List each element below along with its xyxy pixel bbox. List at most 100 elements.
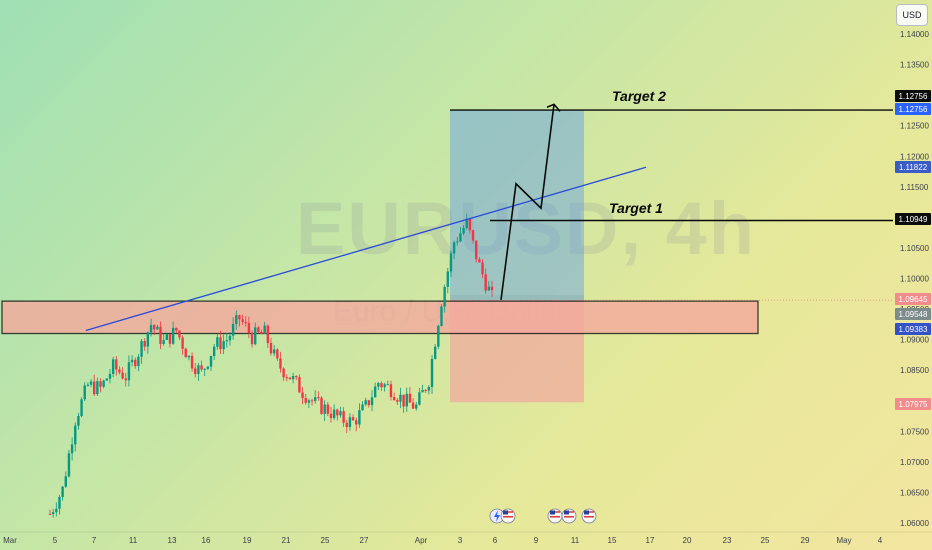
candle-body[interactable]	[197, 365, 200, 375]
candle-body[interactable]	[459, 233, 462, 242]
candle-body[interactable]	[462, 228, 465, 234]
candle-body[interactable]	[405, 393, 408, 407]
candle-body[interactable]	[481, 262, 484, 275]
candle-body[interactable]	[437, 325, 440, 347]
candle-body[interactable]	[332, 409, 336, 419]
candle-body[interactable]	[89, 381, 93, 385]
candle-body[interactable]	[339, 411, 342, 416]
candle-body[interactable]	[61, 486, 64, 498]
candle-body[interactable]	[219, 337, 222, 350]
candle-body[interactable]	[235, 315, 238, 325]
candle-body[interactable]	[272, 349, 276, 354]
candle-body[interactable]	[449, 253, 453, 272]
currency-button[interactable]: USD	[896, 4, 928, 26]
candle-body[interactable]	[64, 476, 67, 487]
candle-body[interactable]	[440, 306, 443, 326]
candle-body[interactable]	[96, 381, 99, 395]
candle-body[interactable]	[399, 394, 402, 402]
candle-body[interactable]	[105, 378, 109, 381]
candle-body[interactable]	[130, 359, 134, 363]
candle-body[interactable]	[137, 356, 140, 367]
candle-body[interactable]	[351, 417, 355, 421]
candle-body[interactable]	[298, 377, 301, 393]
candle-body[interactable]	[51, 512, 55, 514]
candle-body[interactable]	[291, 375, 295, 380]
candle-body[interactable]	[212, 346, 216, 356]
candle-body[interactable]	[225, 340, 228, 342]
candle-body[interactable]	[373, 386, 377, 398]
candle-body[interactable]	[342, 411, 345, 423]
candle-body[interactable]	[487, 286, 491, 291]
candle-body[interactable]	[323, 404, 326, 414]
projected-path[interactable]	[500, 104, 555, 300]
candle-body[interactable]	[228, 335, 232, 341]
candle-body[interactable]	[178, 330, 181, 338]
candle-body[interactable]	[288, 377, 292, 380]
candle-body[interactable]	[238, 315, 241, 320]
candle-body[interactable]	[310, 400, 314, 402]
candle-body[interactable]	[355, 420, 358, 425]
candle-body[interactable]	[348, 417, 352, 428]
candle-body[interactable]	[433, 346, 437, 359]
candle-body[interactable]	[430, 358, 434, 387]
candle-body[interactable]	[386, 384, 390, 386]
candle-body[interactable]	[383, 384, 386, 388]
candle-body[interactable]	[168, 333, 172, 344]
candle-body[interactable]	[484, 274, 487, 291]
candle-body[interactable]	[380, 383, 383, 388]
candle-body[interactable]	[307, 400, 311, 403]
candle-body[interactable]	[118, 369, 121, 373]
candle-body[interactable]	[93, 381, 96, 395]
candle-body[interactable]	[231, 324, 235, 336]
candle-body[interactable]	[121, 372, 124, 379]
candle-body[interactable]	[285, 377, 288, 379]
candle-body[interactable]	[446, 271, 449, 287]
candle-body[interactable]	[358, 410, 361, 425]
candle-body[interactable]	[115, 359, 118, 370]
candle-body[interactable]	[124, 378, 127, 381]
candle-body[interactable]	[48, 513, 52, 515]
candle-body[interactable]	[415, 404, 418, 409]
candle-body[interactable]	[206, 366, 210, 369]
candle-body[interactable]	[468, 218, 472, 231]
candle-body[interactable]	[74, 425, 77, 445]
candle-body[interactable]	[329, 413, 333, 419]
candle-body[interactable]	[304, 397, 307, 403]
candle-body[interactable]	[282, 368, 285, 378]
candle-body[interactable]	[171, 327, 175, 344]
candle-body[interactable]	[402, 394, 405, 407]
candle-body[interactable]	[108, 373, 112, 379]
candle-body[interactable]	[465, 218, 468, 229]
candle-body[interactable]	[244, 321, 247, 324]
candle-body[interactable]	[143, 340, 146, 347]
candle-body[interactable]	[456, 241, 459, 243]
candle-body[interactable]	[165, 333, 169, 340]
candle-body[interactable]	[392, 397, 396, 401]
candle-body[interactable]	[421, 390, 424, 393]
candle-body[interactable]	[241, 319, 244, 322]
candle-body[interactable]	[77, 416, 80, 426]
candle-body[interactable]	[443, 286, 446, 307]
candle-body[interactable]	[345, 422, 348, 428]
candle-body[interactable]	[159, 326, 162, 345]
candle-body[interactable]	[411, 402, 415, 409]
candle-body[interactable]	[99, 381, 102, 387]
candle-body[interactable]	[247, 323, 251, 333]
candle-body[interactable]	[200, 365, 203, 370]
candle-body[interactable]	[70, 444, 74, 454]
candle-body[interactable]	[257, 327, 260, 333]
candle-body[interactable]	[86, 384, 90, 386]
support-zone[interactable]	[1, 300, 759, 335]
candle-body[interactable]	[279, 358, 282, 369]
candle-body[interactable]	[424, 390, 427, 392]
candle-body[interactable]	[111, 359, 115, 374]
candle-body[interactable]	[83, 385, 86, 400]
candle-body[interactable]	[367, 400, 371, 406]
candle-body[interactable]	[55, 508, 58, 513]
candle-body[interactable]	[140, 340, 143, 357]
candle-body[interactable]	[134, 359, 137, 367]
candle-body[interactable]	[269, 343, 273, 354]
candle-body[interactable]	[152, 325, 156, 330]
candle-body[interactable]	[181, 337, 184, 349]
